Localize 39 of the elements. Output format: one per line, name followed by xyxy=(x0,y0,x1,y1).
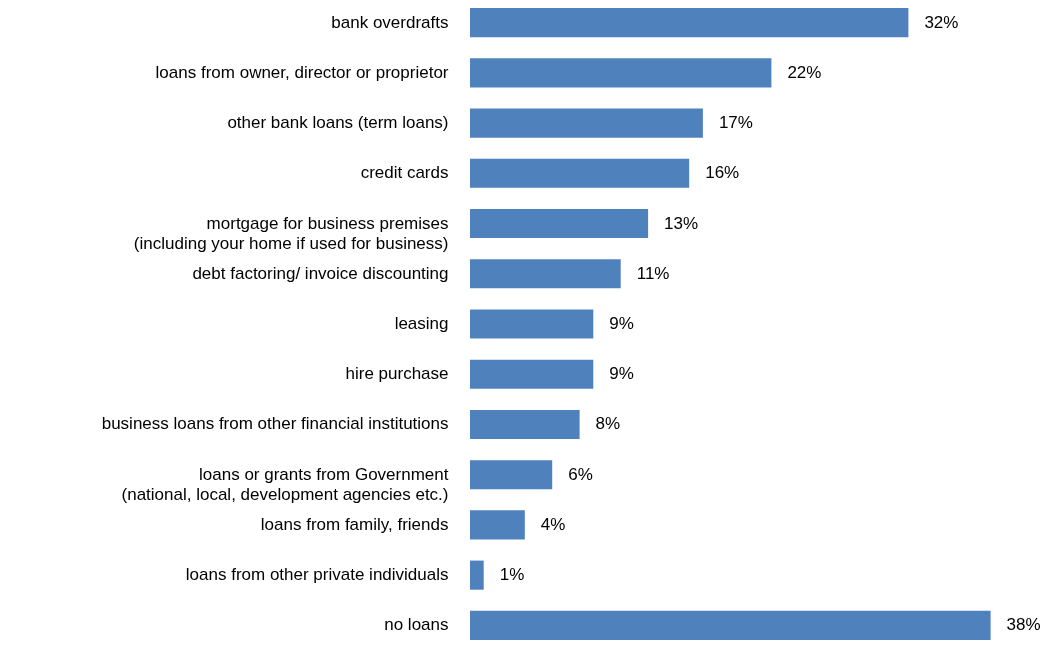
bar xyxy=(470,560,484,590)
bar xyxy=(470,510,525,540)
data-label: 4% xyxy=(540,514,566,534)
y-tick-label: leasing xyxy=(394,314,449,333)
data-label: 1% xyxy=(499,565,525,585)
data-label: 22% xyxy=(787,62,822,82)
bar xyxy=(470,58,772,88)
bar xyxy=(470,610,991,640)
bar xyxy=(470,208,649,239)
y-tick-label: business loans from other financial institutions xyxy=(101,414,449,434)
bar xyxy=(470,259,621,289)
data-label: 38% xyxy=(1006,615,1041,635)
data-label: 9% xyxy=(609,314,634,333)
y-tick-label: no loans xyxy=(384,615,449,635)
y-tick-label: mortgage for business premises (including your home if used for business) xyxy=(133,213,449,253)
bar xyxy=(470,460,553,490)
y-tick-label: loans from family, friends xyxy=(260,514,449,534)
bar xyxy=(470,108,703,138)
bar xyxy=(470,8,909,38)
bar xyxy=(470,309,594,339)
data-label: 11% xyxy=(636,263,670,283)
data-label: 32% xyxy=(924,12,959,32)
data-label: 9% xyxy=(609,364,634,384)
y-tick-label: hire purchase xyxy=(345,364,449,384)
data-label: 13% xyxy=(664,213,699,233)
y-tick-label: credit cards xyxy=(360,163,449,183)
data-label: 17% xyxy=(718,113,753,133)
y-tick-label: loans from owner, director or proprietor xyxy=(155,62,449,82)
bar xyxy=(470,359,594,389)
y-tick-label: bank overdrafts xyxy=(331,12,449,32)
bar xyxy=(470,158,690,188)
data-label: 6% xyxy=(568,464,593,484)
data-label: 16% xyxy=(705,163,740,183)
data-label: 8% xyxy=(595,414,621,434)
y-tick-label: other bank loans (term loans) xyxy=(227,113,449,133)
y-tick-label: debt factoring/ invoice discounting xyxy=(192,263,449,283)
y-tick-label: loans or grants from Government (national, local, development agencies etc.) xyxy=(121,464,449,504)
y-tick-label: loans from other private individuals xyxy=(185,565,449,585)
bar xyxy=(470,409,580,440)
